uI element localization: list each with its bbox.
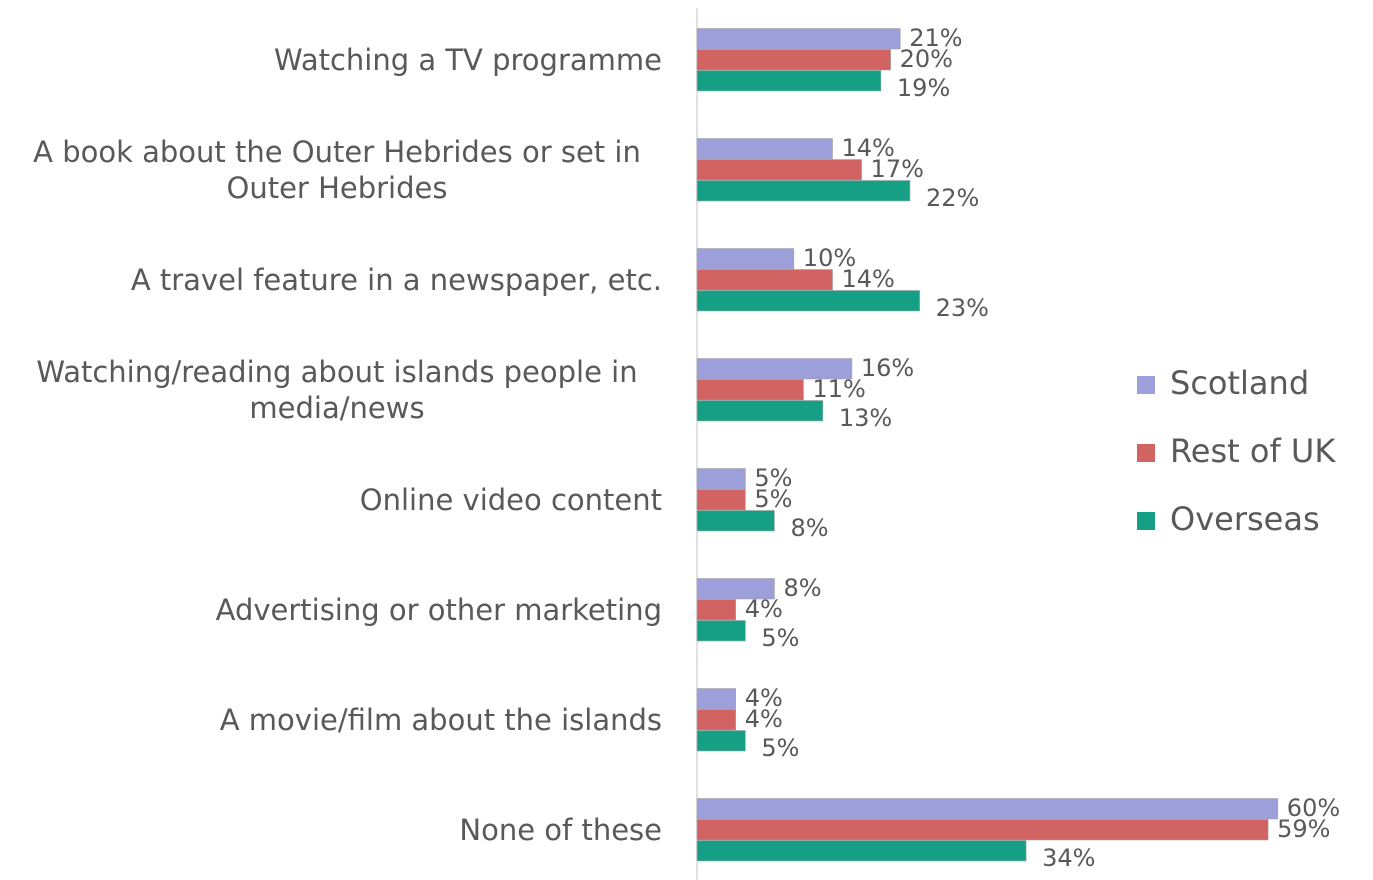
bar (696, 269, 833, 291)
bar (696, 798, 1279, 820)
bar (696, 730, 746, 752)
bar (696, 400, 824, 422)
value-label: 5% (754, 464, 792, 492)
value-label: 14% (842, 134, 895, 162)
bar (696, 578, 775, 600)
value-label: 34% (1042, 844, 1095, 872)
value-label: 59% (1277, 815, 1330, 843)
category-label: A book about the Outer Hebrides or set i… (33, 135, 641, 205)
value-label: 4% (745, 705, 783, 733)
bar (696, 489, 746, 511)
value-label: 4% (745, 595, 783, 623)
bar (696, 468, 746, 490)
bar (696, 819, 1269, 841)
bar (696, 510, 775, 532)
bar (696, 28, 901, 50)
value-label: 17% (871, 155, 924, 183)
bar (696, 379, 804, 401)
value-label: 8% (783, 574, 821, 602)
value-label: 19% (897, 74, 950, 102)
bar (696, 70, 882, 92)
value-label: 5% (754, 485, 792, 513)
bar (696, 248, 795, 270)
value-label: 10% (803, 244, 856, 272)
category-label: A travel feature in a newspaper, etc. (130, 263, 662, 297)
bar (696, 138, 833, 160)
value-label: 14% (842, 265, 895, 293)
legend-swatch (1137, 444, 1155, 462)
bar (696, 180, 911, 202)
bar (696, 840, 1027, 862)
value-label: 20% (900, 45, 953, 73)
bar (696, 290, 920, 312)
bar (696, 620, 746, 642)
bar (696, 688, 737, 710)
category-label: Advertising or other marketing (215, 593, 662, 627)
value-label: 60% (1287, 794, 1340, 822)
legend-swatch (1137, 376, 1155, 394)
value-label: 11% (812, 375, 865, 403)
bar (696, 49, 891, 71)
legend-label: Rest of UK (1170, 432, 1336, 470)
bar (696, 159, 862, 181)
value-label: 13% (839, 404, 892, 432)
legend-label: Scotland (1170, 364, 1309, 402)
bar (696, 709, 737, 731)
value-label: 22% (926, 184, 979, 212)
legend-label: Overseas (1170, 500, 1320, 538)
category-label: Watching a TV programme (274, 43, 662, 77)
category-label: Watching/reading about islands people in… (36, 355, 638, 425)
category-label: None of these (459, 813, 662, 847)
category-label: Online video content (359, 483, 662, 517)
value-label: 5% (761, 734, 799, 762)
value-label: 8% (790, 514, 828, 542)
value-label: 4% (745, 684, 783, 712)
value-label: 23% (936, 294, 989, 322)
legend-swatch (1137, 512, 1155, 530)
value-label: 21% (909, 24, 962, 52)
bar (696, 358, 853, 380)
value-label: 5% (761, 624, 799, 652)
bar (696, 599, 737, 621)
value-label: 16% (861, 354, 914, 382)
category-label: A movie/film about the islands (219, 703, 662, 737)
